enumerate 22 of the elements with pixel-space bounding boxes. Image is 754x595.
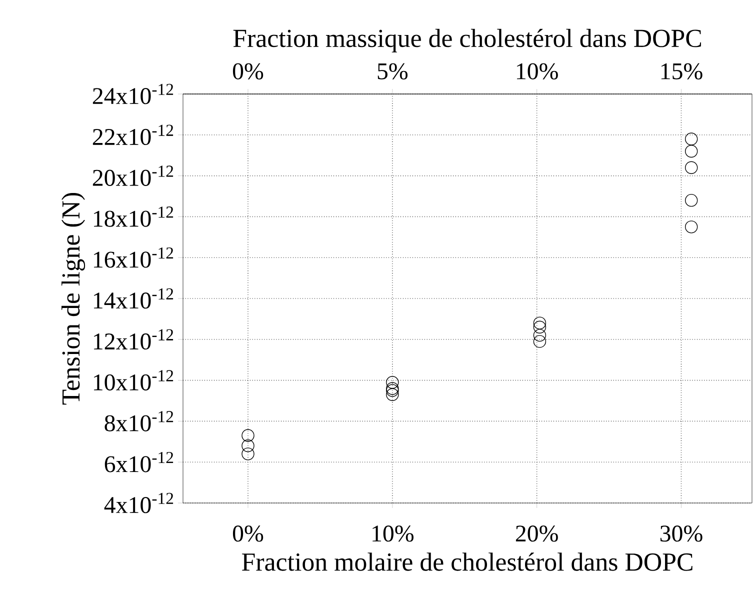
y-tick-label: 10x10$^{-12}$	[94, 370, 174, 390]
x-axis-title: Fraction molaire de cholestérol dans DOPC	[242, 552, 692, 571]
x-tick-label: 10%	[372, 526, 414, 542]
y-tick-label: 16x10$^{-12}$	[94, 247, 174, 268]
y-tick-label: 8x10$^{-12}$	[104, 411, 174, 432]
x-tick-label: 20%	[516, 526, 558, 542]
y-tick-label: 14x10$^{-12}$	[94, 288, 174, 309]
x-tick-label: 0%	[232, 526, 264, 542]
x-tick-label: 30%	[660, 526, 702, 542]
x2-axis-title: Fraction massique de cholestérol dans DOPC	[233, 28, 701, 52]
x2-tick-label: 15%	[661, 63, 702, 80]
x2-tick-label: 0%	[232, 63, 264, 80]
x2-tick-label: 5%	[378, 63, 408, 80]
y-tick-label: 24x10$^{-12}$	[92, 84, 174, 104]
y-tick-label: 4x10$^{-12}$	[104, 492, 174, 514]
y-tick-label: 12x10$^{-12}$	[94, 329, 174, 350]
y-tick-label: 20x10$^{-12}$	[92, 166, 174, 186]
y-tick-label: 6x10$^{-12}$	[104, 452, 174, 472]
y-tick-label: 18x10$^{-12}$	[94, 206, 174, 227]
y-tick-label: 22x10$^{-12}$	[92, 124, 174, 146]
x2-tick-label: 10%	[517, 63, 558, 80]
y-axis-title: Tension de ligne (N)	[61, 192, 86, 405]
